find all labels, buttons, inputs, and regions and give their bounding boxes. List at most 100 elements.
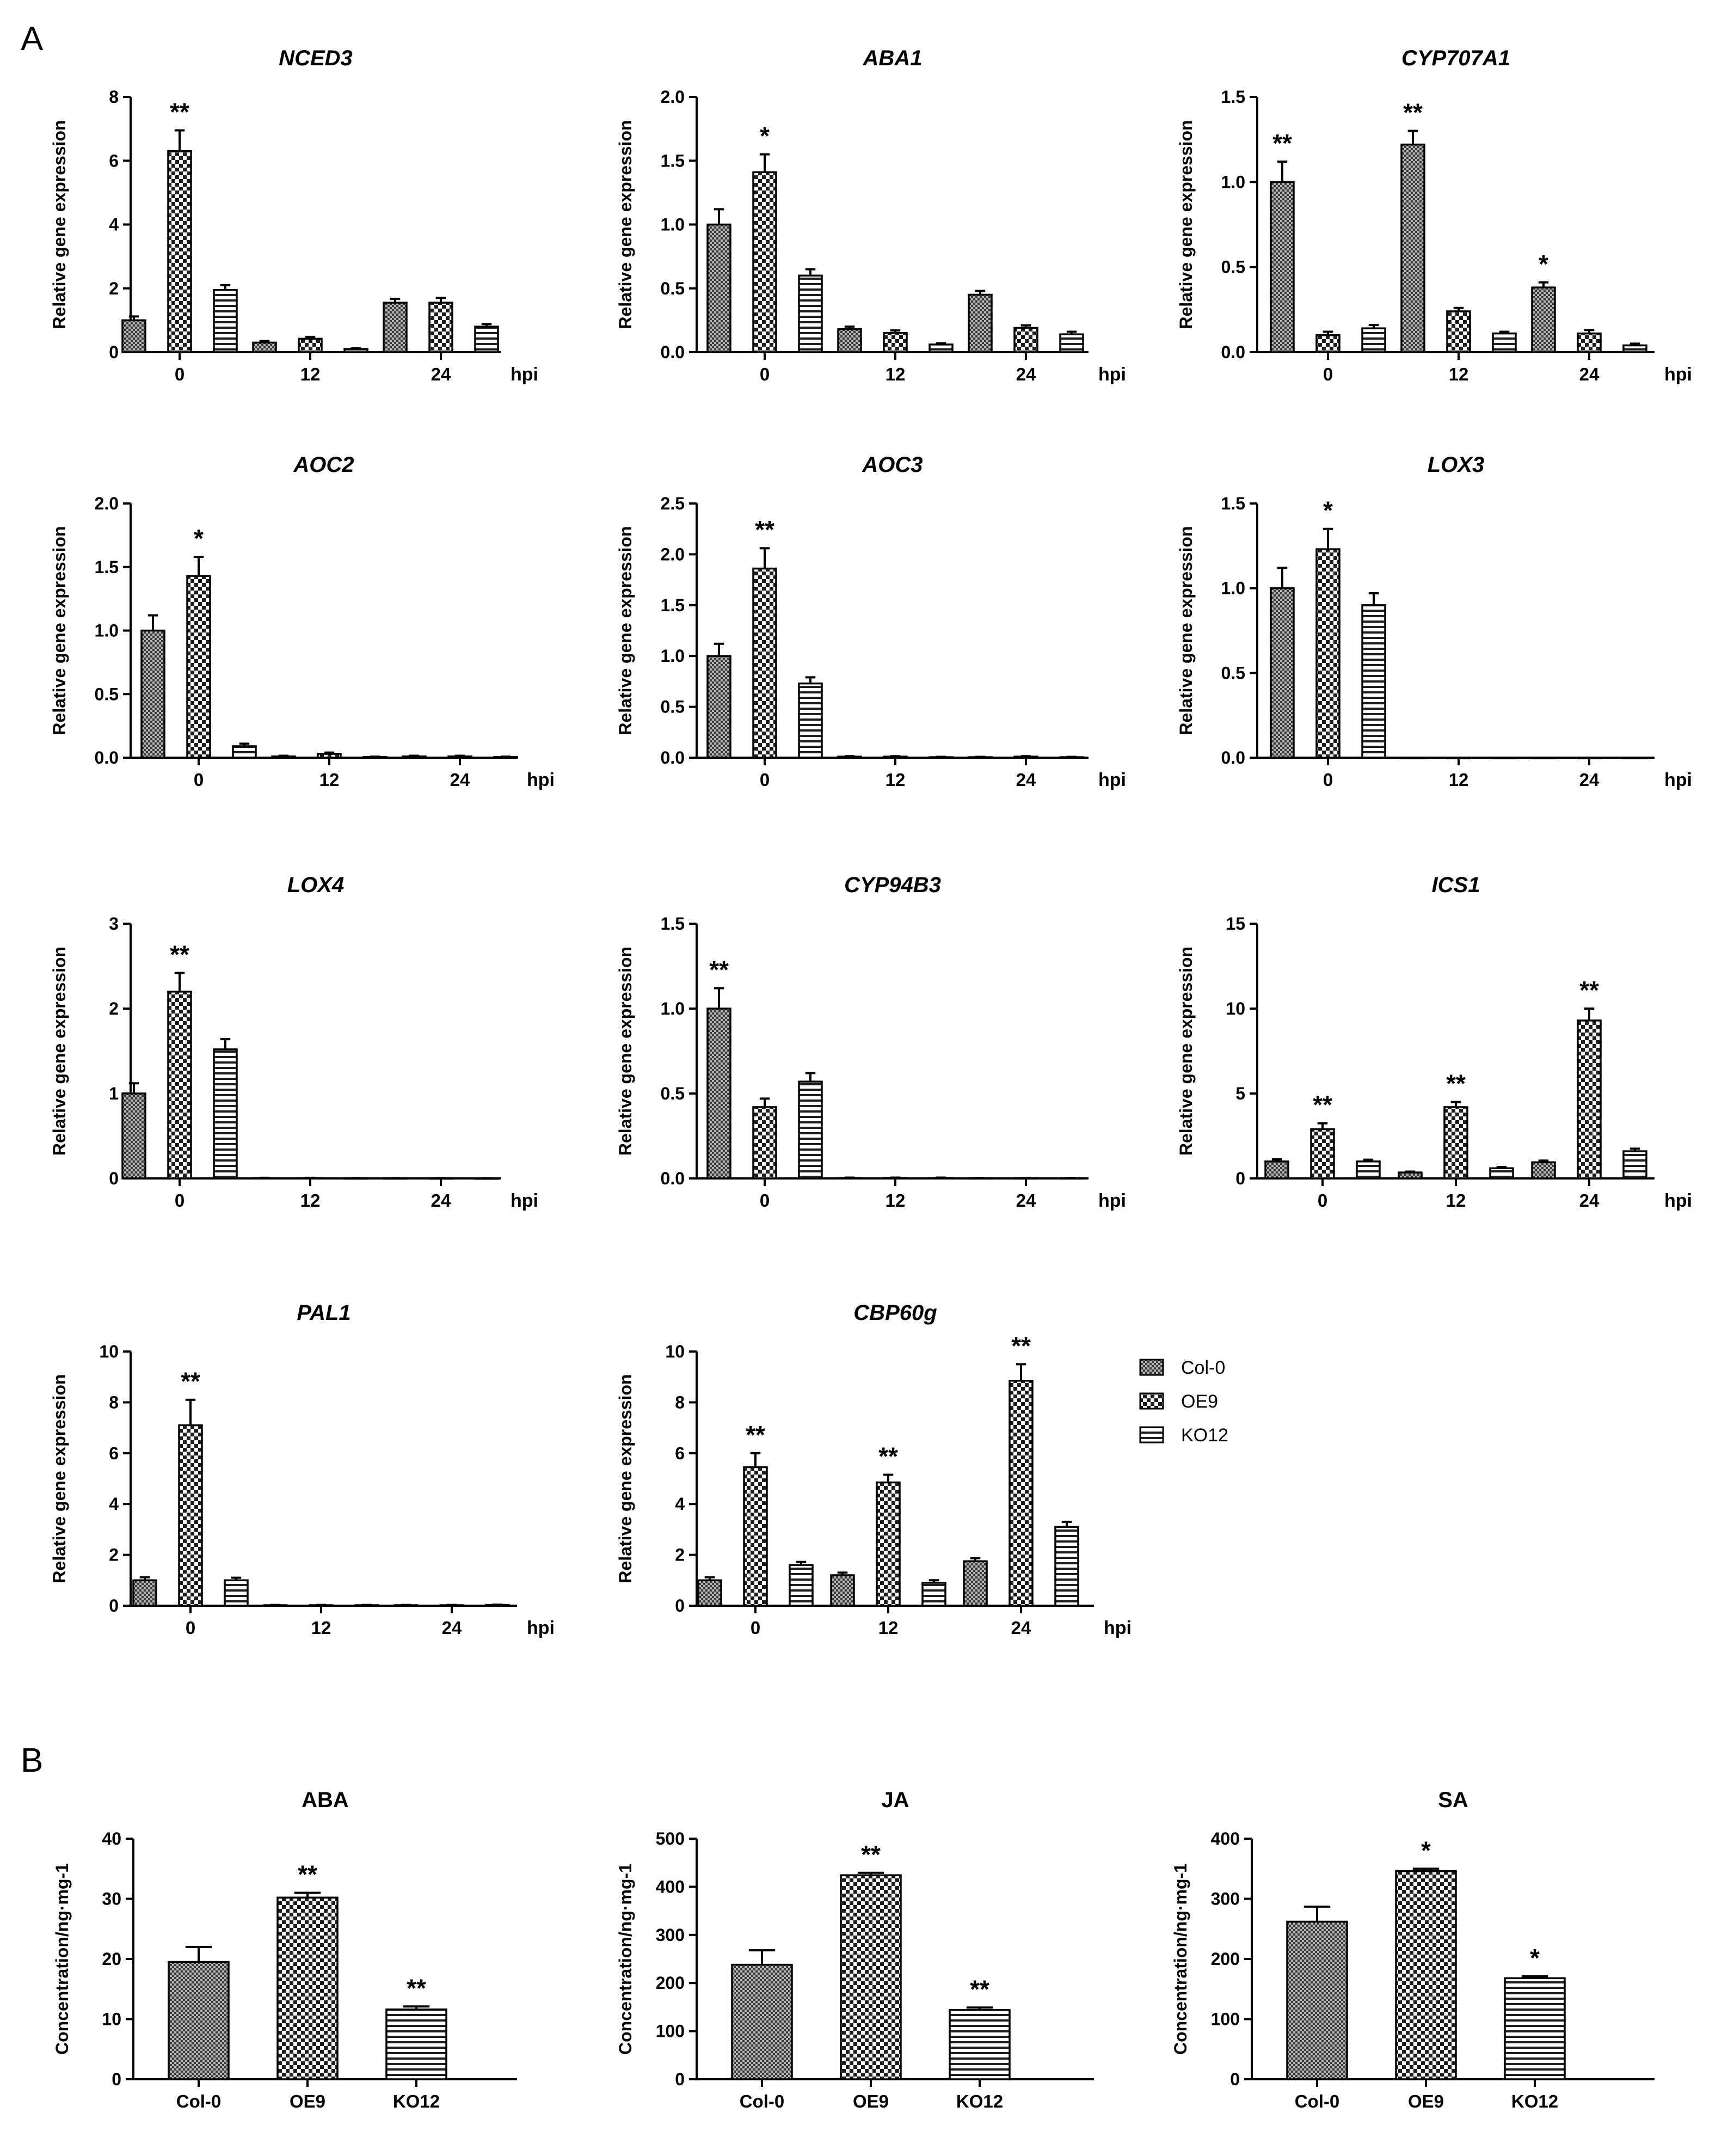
chart-title: ABA1: [863, 46, 923, 70]
significance-label: *: [760, 122, 770, 150]
significance-label: **: [298, 1860, 317, 1888]
bar: [1054, 1526, 1079, 1607]
bar: [1310, 1128, 1335, 1180]
bar: [752, 171, 777, 353]
y-axis-label: Relative gene expression: [1176, 947, 1196, 1156]
y-tick-label: 1.0: [661, 999, 685, 1018]
bar: [298, 337, 323, 353]
bar: [1270, 181, 1295, 353]
bar: [1059, 333, 1084, 353]
x-axis-label: hpi: [527, 770, 555, 790]
y-tick-label: 1.5: [661, 914, 685, 933]
bar: [706, 655, 731, 759]
y-tick-label: 0.5: [95, 684, 119, 704]
bar: [963, 1560, 988, 1607]
y-tick-label: 0.5: [661, 279, 685, 298]
x-tick-label: 12: [878, 1618, 899, 1638]
chart-aba1: ABA1 Relative gene expression 0.0 0.5 1.0 1.5…: [616, 46, 1126, 385]
y-tick-label: 0: [109, 1169, 119, 1188]
bar: [121, 1092, 146, 1180]
y-tick-label: 0: [675, 2069, 685, 2089]
x-axis-label: hpi: [1104, 1618, 1132, 1638]
bar: [168, 1961, 230, 2080]
legend-label-col0: Col-0: [1181, 1358, 1225, 1378]
y-axis-label: Relative gene expression: [50, 947, 69, 1156]
chart-aoc3: AOC3 Relative gene expression 0.0 0.5 1.0 1.5…: [616, 453, 1126, 790]
bar: [178, 1424, 203, 1607]
bar: [1489, 1167, 1514, 1180]
y-tick-label: 0: [109, 342, 119, 362]
y-tick-label: 1.5: [1221, 87, 1245, 107]
legend-swatch-ko12: [1139, 1426, 1164, 1444]
x-tick-label: 24: [1579, 1190, 1600, 1211]
y-tick-label: 2.0: [95, 494, 119, 513]
y-tick-label: 8: [109, 87, 119, 107]
bar: [798, 682, 823, 759]
bar: [1443, 1106, 1468, 1180]
bar: [1286, 1920, 1348, 2080]
y-tick-label: 8: [675, 1392, 685, 1412]
bar: [929, 343, 954, 353]
significance-label: **: [407, 1974, 426, 2002]
y-axis-label: Concentration/ng·mg-1: [52, 1863, 72, 2055]
bar: [224, 1579, 249, 1607]
y-axis-label: Relative gene expression: [1176, 120, 1196, 329]
bar: [743, 1466, 768, 1607]
x-tick-label: 24: [1016, 770, 1036, 790]
y-tick-label: 0.0: [1221, 748, 1245, 767]
y-axis-label: Relative gene expression: [616, 1374, 635, 1583]
y-axis-label: Relative gene expression: [50, 1374, 69, 1583]
panel-label-a: A: [21, 20, 44, 58]
y-tick-label: 1.0: [1221, 172, 1245, 192]
bar: [1504, 1977, 1566, 2080]
x-tick-label: 12: [311, 1618, 331, 1638]
x-tick-label: 0: [751, 1618, 760, 1638]
y-tick-label: 6: [675, 1444, 685, 1463]
bar: [213, 288, 238, 353]
y-axis-label: Relative gene expression: [50, 120, 69, 329]
x-tick-label: OE9: [290, 2091, 325, 2111]
y-tick-label: 1.0: [95, 621, 119, 641]
bar: [213, 1048, 238, 1180]
x-tick-label: KO12: [1511, 2091, 1558, 2111]
bar: [1398, 1171, 1423, 1180]
y-tick-label: 0: [675, 1596, 685, 1616]
y-tick-label: 200: [656, 1973, 685, 1993]
y-tick-label: 6: [109, 1444, 119, 1463]
x-tick-label: 12: [300, 364, 321, 384]
y-tick-label: 5: [1235, 1084, 1245, 1103]
y-tick-label: 400: [656, 1877, 685, 1896]
chart-title: SA: [1438, 1788, 1468, 1812]
x-tick-label: 0: [760, 1190, 770, 1211]
x-tick-label: 24: [442, 1618, 462, 1638]
bar: [121, 319, 146, 353]
x-tick-label: 12: [1449, 770, 1469, 790]
significance-label: **: [755, 515, 774, 544]
x-tick-label: OE9: [853, 2091, 889, 2111]
chart-aoc2: AOC2 Relative gene expression 0.0 0.5 1.0 1.5…: [50, 453, 555, 790]
bar: [385, 2008, 447, 2080]
significance-label: **: [170, 98, 189, 126]
bar: [1531, 286, 1556, 353]
bar: [1622, 1150, 1647, 1180]
y-tick-label: 4: [675, 1494, 685, 1514]
chart-aba: ABA Concentration/ng·mg-1 0 10 20 30 40 Col-0 OE…: [52, 1788, 517, 2111]
bar: [132, 1579, 157, 1607]
significance-label: **: [878, 1442, 898, 1470]
y-tick-label: 1.0: [661, 646, 685, 666]
x-tick-label: 24: [431, 1190, 451, 1211]
y-tick-label: 200: [1211, 1949, 1240, 1969]
bar: [428, 302, 453, 353]
x-tick-label: 24: [1016, 364, 1036, 384]
significance-label: **: [1313, 1091, 1332, 1119]
bar: [1400, 143, 1425, 353]
bar: [252, 341, 277, 353]
y-tick-label: 4: [109, 215, 119, 235]
significance-label: **: [1272, 129, 1292, 157]
x-tick-label: 0: [1318, 1190, 1327, 1211]
significance-label: **: [1579, 976, 1599, 1004]
chart-title: CBP60g: [853, 1301, 937, 1325]
